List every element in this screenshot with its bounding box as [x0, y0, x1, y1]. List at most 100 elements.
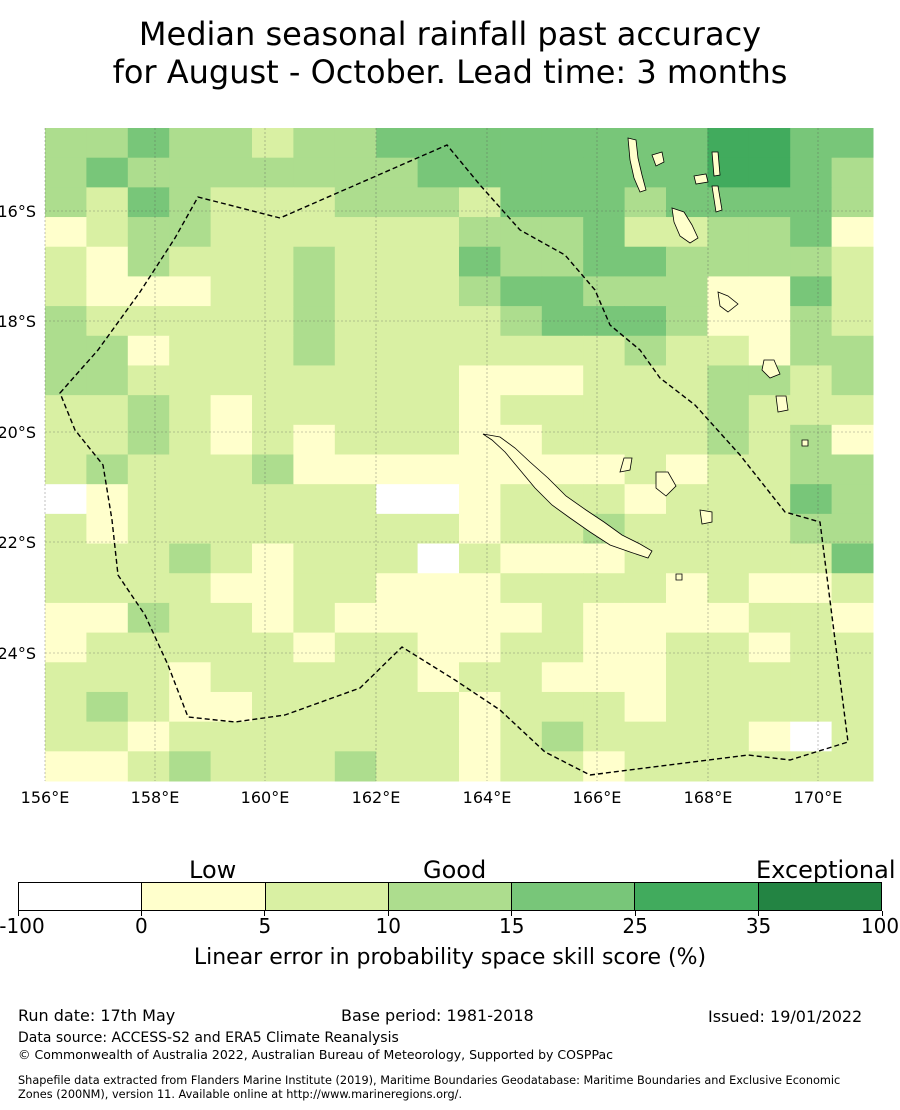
map-cell — [666, 395, 708, 426]
map-cell — [707, 691, 750, 723]
map-cell — [293, 246, 336, 277]
map-cell — [790, 513, 833, 545]
map-cell — [252, 276, 294, 307]
map-cell — [169, 573, 212, 604]
map-cell — [748, 632, 791, 663]
colorbar-segment — [635, 883, 759, 910]
eez-boundary — [59, 144, 849, 776]
map-cell — [210, 691, 253, 723]
map-cell — [500, 513, 543, 545]
x-tick-label: 160°E — [241, 788, 290, 807]
map-cell — [293, 513, 336, 545]
map-cell — [831, 454, 874, 485]
map-cell — [334, 513, 377, 545]
colorbar-tick — [758, 911, 760, 916]
map-cell — [666, 454, 708, 485]
colorbar-segment — [758, 883, 881, 910]
map-cell — [45, 691, 87, 723]
map-cell — [293, 751, 336, 782]
map-cell — [169, 217, 212, 248]
map-cell — [45, 217, 87, 248]
map-cell — [293, 721, 336, 752]
map-cell — [624, 246, 667, 277]
map-cell — [748, 573, 791, 604]
map-cell — [500, 662, 543, 693]
map-cell — [127, 454, 170, 485]
map-cell — [86, 632, 129, 663]
map-cell — [666, 691, 708, 723]
x-tick-label: 164°E — [463, 788, 512, 807]
map-cell — [417, 276, 460, 307]
map-cell — [334, 276, 377, 307]
map-cell — [624, 602, 667, 634]
map-cell — [831, 365, 874, 396]
map-cell — [169, 365, 212, 396]
map-cell — [459, 187, 501, 218]
map-cell — [417, 157, 460, 188]
map-cell — [541, 276, 584, 307]
fiji-island-2 — [775, 395, 789, 413]
map-cell — [500, 721, 543, 752]
map-cell — [790, 573, 833, 604]
map-cell — [541, 395, 584, 426]
map-cell — [500, 187, 543, 218]
map-cell — [417, 187, 460, 218]
map-cell — [127, 513, 170, 545]
map-cell — [541, 602, 584, 634]
shapefile-note-line2: Zones (200NM), version 11. Available onl… — [18, 1088, 463, 1101]
map-cell — [86, 276, 129, 307]
map-cell — [624, 217, 667, 248]
map-cell — [417, 751, 460, 782]
map-cell — [334, 187, 377, 218]
map-cell — [583, 365, 626, 396]
map-cell — [459, 721, 501, 752]
map-cell — [210, 573, 253, 604]
map-cell — [541, 217, 584, 248]
map-cell — [45, 513, 87, 545]
map-cell — [86, 691, 129, 723]
map-cell — [334, 454, 377, 485]
map-cell — [459, 335, 501, 366]
map-cell — [459, 484, 501, 515]
map-cell — [666, 128, 708, 159]
map-cell — [376, 573, 419, 604]
map-cell — [790, 157, 833, 188]
map-cell — [293, 128, 336, 159]
map-cell — [210, 157, 253, 188]
map-cell — [500, 632, 543, 663]
map-cell — [376, 395, 419, 426]
colorbar-tick-label: 25 — [622, 914, 648, 938]
map-cell — [459, 662, 501, 693]
map-cell — [417, 335, 460, 366]
skill-score-map: 156°E 158°E 160°E 162°E 164°E 166°E 168°E 170°E… — [0, 128, 874, 807]
map-cell — [624, 662, 667, 693]
map-cell — [624, 513, 667, 545]
map-cell — [583, 602, 626, 634]
map-cell — [376, 602, 419, 634]
map-gridlines — [44, 128, 873, 781]
map-cell — [293, 217, 336, 248]
loyalty-island-3 — [699, 509, 713, 525]
map-cell — [748, 721, 791, 752]
map-cell — [707, 395, 750, 426]
map-cell — [293, 602, 336, 634]
map-cell — [583, 543, 626, 574]
base-period: Base period: 1981-2018 — [341, 1006, 534, 1025]
map-cell — [169, 395, 212, 426]
map-cell — [459, 513, 501, 545]
run-date: Run date: 17th May — [18, 1006, 176, 1025]
map-cell — [707, 513, 750, 545]
map-cell — [86, 602, 129, 634]
map-cell — [169, 128, 212, 159]
colorbar-tick-label: 10 — [375, 914, 402, 938]
map-cell — [169, 335, 212, 366]
map-cell — [790, 632, 833, 663]
map-cell — [334, 424, 377, 455]
map-cell — [86, 187, 129, 218]
map-cell — [86, 246, 129, 277]
map-cell — [707, 573, 750, 604]
map-cell — [417, 573, 460, 604]
map-cell — [252, 424, 294, 455]
map-cell — [624, 276, 667, 307]
map-cell — [790, 484, 833, 515]
